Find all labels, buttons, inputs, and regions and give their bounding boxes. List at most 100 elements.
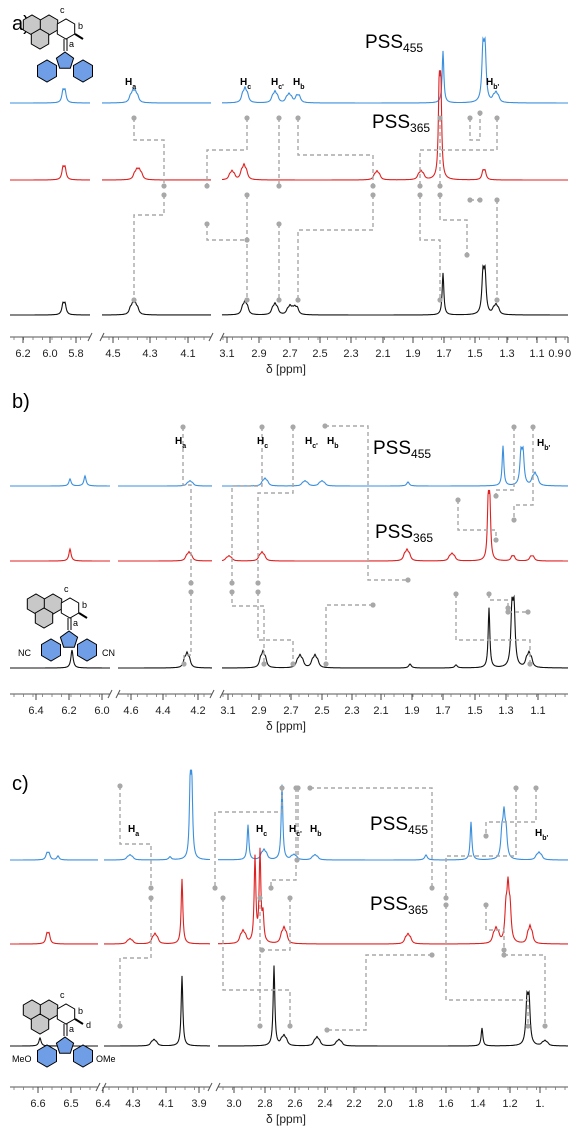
correlation-guide-2 bbox=[231, 427, 263, 583]
axis-break-1 bbox=[207, 1082, 221, 1092]
correlation-guide-13-dot-start bbox=[437, 192, 443, 198]
tick-label: 1.9 bbox=[404, 705, 419, 717]
correlation-guide-8-dot-start bbox=[287, 895, 293, 901]
mol-label-a: a bbox=[69, 1024, 74, 1034]
correlation-guide-1 bbox=[133, 195, 165, 300]
correlation-guide-9 bbox=[513, 427, 534, 520]
correlation-guide-12 bbox=[445, 905, 529, 1026]
peak-label-a: Ha bbox=[128, 824, 139, 838]
correlation-guide-10-dot-end bbox=[477, 110, 483, 116]
correlation-guide-14-dot-end bbox=[542, 1023, 548, 1029]
pss455-spectrum-segment-0 bbox=[10, 474, 110, 487]
tick-label: 4.6 bbox=[123, 705, 138, 717]
correlation-guide-2-dot-end bbox=[212, 885, 218, 891]
tick-label: 1.3 bbox=[499, 348, 514, 360]
correlation-guide-4-dot-end bbox=[255, 580, 261, 586]
pss455-spectrum-segment-2 bbox=[222, 445, 568, 487]
pss365-spectrum-segment-0 bbox=[10, 547, 110, 562]
correlation-guide-5-dot-end bbox=[370, 183, 376, 189]
initial-spectrum-segment-1 bbox=[118, 650, 212, 669]
peak-label-c: Hc bbox=[240, 77, 251, 91]
correlation-guide-0 bbox=[119, 786, 152, 888]
tick-label: 6.2 bbox=[15, 348, 30, 360]
mol-substituent-right: OMe bbox=[96, 1054, 116, 1064]
fluorene-five-ring bbox=[55, 51, 75, 69]
tick-label: 1.2 bbox=[502, 1098, 517, 1110]
tick-label: 6.4 bbox=[28, 705, 43, 717]
initial-spectrum-segment-2 bbox=[218, 965, 568, 1047]
correlation-guide-2-dot-start bbox=[259, 424, 265, 430]
mol-substituent-left: MeO bbox=[12, 1054, 32, 1064]
tick-label: 2.1 bbox=[375, 348, 390, 360]
mol-label-c: c bbox=[64, 584, 69, 594]
correlation-guide-3-dot-start bbox=[229, 589, 235, 595]
tick-label: 1.7 bbox=[436, 348, 451, 360]
tick-label: 6.0 bbox=[42, 348, 57, 360]
correlation-guide-11-dot-end bbox=[417, 183, 423, 189]
tick-label: 2.1 bbox=[373, 705, 388, 717]
fluorene-ring-right bbox=[73, 1044, 93, 1068]
correlation-guide-5-dot-start bbox=[295, 785, 301, 791]
correlation-guide-3-dot-end bbox=[257, 1023, 263, 1029]
correlation-guide-10-dot-end bbox=[483, 833, 489, 839]
tick-label: 5.8 bbox=[68, 348, 83, 360]
correlation-guide-7-dot-end bbox=[323, 661, 329, 667]
tick-label: 4.3 bbox=[125, 1098, 140, 1110]
pss365-spectrum-segment-2 bbox=[221, 489, 568, 562]
tick-label: 1.7 bbox=[435, 705, 450, 717]
tick-label: 6.6 bbox=[30, 1098, 45, 1110]
tick-label: 4.1 bbox=[158, 1098, 173, 1110]
correlation-guide-3-dot-end bbox=[244, 297, 250, 303]
pss455-spectrum-segment-2 bbox=[218, 784, 568, 861]
correlation-guide-8-dot-end bbox=[295, 297, 301, 303]
correlation-guide-1-dot-end bbox=[181, 661, 187, 667]
correlation-guide-0-dot-end bbox=[148, 885, 154, 891]
correlation-guide-6-dot-end bbox=[429, 885, 435, 891]
axis-break-0 bbox=[107, 689, 121, 699]
tick-label: 1.1 bbox=[529, 348, 544, 360]
pss365-label: PSS365 bbox=[375, 522, 433, 545]
tick-label: 2.3 bbox=[344, 705, 359, 717]
initial-spectrum-segment-0 bbox=[10, 649, 110, 669]
correlation-guide-13-dot-end bbox=[501, 947, 507, 953]
fluorene-ring-right bbox=[73, 59, 93, 83]
correlation-guide-11-dot-start bbox=[494, 115, 500, 121]
correlation-guide-5-dot-end bbox=[290, 661, 296, 667]
correlation-guide-13-dot-start bbox=[483, 902, 489, 908]
fluorene-ring-left bbox=[41, 638, 61, 662]
correlation-guide-11-dot-start bbox=[453, 591, 459, 597]
tick-label: 4.5 bbox=[105, 348, 120, 360]
tick-label: 1.4 bbox=[470, 1098, 485, 1110]
correlation-guide-9-dot-end bbox=[511, 517, 517, 523]
pss455-spectrum-segment-1 bbox=[104, 769, 210, 861]
correlation-guide-5 bbox=[297, 118, 374, 186]
tick-label: 1.9 bbox=[405, 348, 420, 360]
correlation-guide-10 bbox=[469, 113, 481, 141]
peak-label-bprime: Hb' bbox=[535, 828, 549, 842]
correlation-guide-7 bbox=[325, 604, 373, 664]
correlation-guide-9-dot-start bbox=[429, 952, 435, 958]
correlation-guide-13-dot-end bbox=[464, 252, 470, 258]
tick-label: 3.0 bbox=[226, 1098, 241, 1110]
correlation-guide-0-dot-start bbox=[180, 424, 186, 430]
correlation-guide-6-dot-start bbox=[204, 221, 210, 227]
pss365-spectrum-segment-2 bbox=[222, 70, 568, 181]
correlation-guide-0-dot-end bbox=[188, 580, 194, 586]
correlation-guide-9-dot-start bbox=[530, 424, 536, 430]
peak-label-c: Hc bbox=[256, 824, 267, 838]
correlation-guide-10-dot-end bbox=[493, 537, 499, 543]
correlation-guide-15-dot-start bbox=[494, 197, 500, 203]
tick-label: 6.4 bbox=[95, 1098, 110, 1110]
peak-label-bprime: Hb' bbox=[537, 438, 551, 452]
tick-label: 2.2 bbox=[346, 1098, 361, 1110]
correlation-guide-5-dot-start bbox=[295, 115, 301, 121]
correlation-guide-11 bbox=[419, 118, 498, 186]
correlation-guide-4-dot-end bbox=[268, 885, 274, 891]
correlation-guide-8-dot-start bbox=[511, 424, 517, 430]
tick-label: 2.4 bbox=[317, 1098, 332, 1110]
peak-label-cprime: Hc' bbox=[271, 77, 284, 91]
correlation-guide-12-dot-start bbox=[486, 591, 492, 597]
correlation-guide-12-dot-start bbox=[443, 902, 449, 908]
correlation-guide-13 bbox=[485, 905, 505, 950]
